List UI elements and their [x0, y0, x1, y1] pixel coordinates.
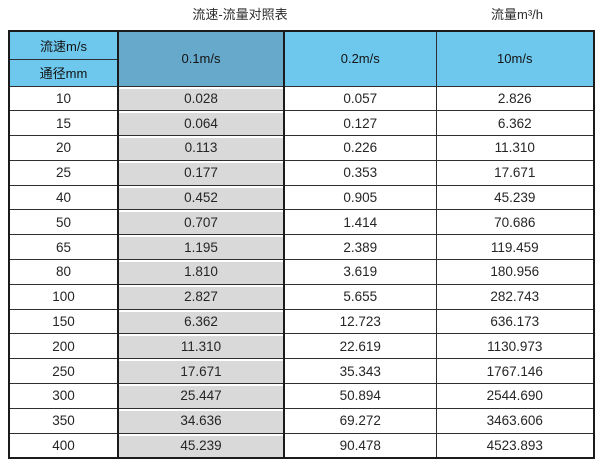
diameter-cell: 400 [8, 432, 119, 459]
column-header-0-1ms: 0.1m/s [117, 30, 285, 87]
flow-cell: 3463.606 [435, 407, 595, 434]
flow-cell: 1767.146 [435, 358, 595, 385]
table-row: 300 25.447 50.894 2544.690 [8, 383, 595, 409]
flow-cell: 11.310 [435, 135, 595, 161]
flow-cell: 2.826 [435, 85, 595, 112]
flow-cell: 34.636 [117, 407, 285, 434]
table-row: 15 0.064 0.127 6.362 [8, 110, 595, 137]
flow-cell: 2.827 [117, 283, 285, 310]
flow-cell: 50.894 [283, 383, 437, 409]
flow-cell: 35.343 [283, 358, 437, 385]
flow-unit-label: 流量m³/h [490, 7, 543, 22]
flow-cell: 119.459 [435, 234, 595, 261]
diameter-cell: 350 [8, 407, 119, 434]
corner-velocity-label: 流速m/s [8, 30, 119, 60]
flow-cell: 1.414 [283, 209, 437, 236]
table-row: 250 17.671 35.343 1767.146 [8, 358, 595, 385]
diameter-cell: 15 [8, 110, 119, 137]
table-row: 20 0.113 0.226 11.310 [8, 135, 595, 161]
flow-cell: 0.177 [117, 159, 285, 186]
column-header-0-2ms: 0.2m/s [283, 30, 437, 87]
flow-cell: 0.127 [283, 110, 437, 137]
flow-cell: 3.619 [283, 259, 437, 285]
diameter-cell: 200 [8, 333, 119, 360]
flow-cell: 0.452 [117, 184, 285, 211]
flow-cell: 1.195 [117, 234, 285, 261]
flow-cell: 1.810 [117, 259, 285, 285]
flow-cell: 45.239 [117, 432, 285, 459]
diameter-cell: 40 [8, 184, 119, 211]
flow-cell: 0.226 [283, 135, 437, 161]
flow-cell: 22.619 [283, 333, 437, 360]
flow-cell: 636.173 [435, 308, 595, 335]
flow-cell: 90.478 [283, 432, 437, 459]
flow-table: 流速m/s 0.1m/s 0.2m/s 10m/s 通径mm 10 0.028 … [8, 30, 595, 459]
flow-cell: 69.272 [283, 407, 437, 434]
flow-cell: 0.353 [283, 159, 437, 186]
diameter-cell: 250 [8, 358, 119, 385]
table-row: 200 11.310 22.619 1130.973 [8, 333, 595, 360]
flow-cell: 25.447 [117, 383, 285, 409]
diameter-cell: 300 [8, 383, 119, 409]
flow-cell: 282.743 [435, 283, 595, 310]
table-row: 350 34.636 69.272 3463.606 [8, 407, 595, 434]
flow-cell: 180.956 [435, 259, 595, 285]
table-row: 65 1.195 2.389 119.459 [8, 234, 595, 261]
flow-cell: 5.655 [283, 283, 437, 310]
flow-cell: 12.723 [283, 308, 437, 335]
table-row: 40 0.452 0.905 45.239 [8, 184, 595, 211]
column-header-10ms: 10m/s [435, 30, 595, 87]
flow-cell: 17.671 [117, 358, 285, 385]
diameter-cell: 10 [8, 85, 119, 112]
flow-cell: 2.389 [283, 234, 437, 261]
diameter-cell: 65 [8, 234, 119, 261]
flow-cell: 0.028 [117, 85, 285, 112]
table-row: 10 0.028 0.057 2.826 [8, 85, 595, 112]
flow-cell: 6.362 [117, 308, 285, 335]
flow-cell: 2544.690 [435, 383, 595, 409]
flow-cell: 4523.893 [435, 432, 595, 459]
flow-cell: 45.239 [435, 184, 595, 211]
table-row: 25 0.177 0.353 17.671 [8, 159, 595, 186]
flow-cell: 11.310 [117, 333, 285, 360]
table-row: 80 1.810 3.619 180.956 [8, 259, 595, 285]
table-row: 100 2.827 5.655 282.743 [8, 283, 595, 310]
diameter-cell: 80 [8, 259, 119, 285]
flow-cell: 0.707 [117, 209, 285, 236]
diameter-cell: 100 [8, 283, 119, 310]
table-row: 150 6.362 12.723 636.173 [8, 308, 595, 335]
flow-cell: 70.686 [435, 209, 595, 236]
diameter-cell: 25 [8, 159, 119, 186]
diameter-cell: 50 [8, 209, 119, 236]
corner-diameter-label: 通径mm [8, 58, 119, 87]
flow-cell: 0.905 [283, 184, 437, 211]
flow-cell: 1130.973 [435, 333, 595, 360]
flow-cell: 0.064 [117, 110, 285, 137]
flow-cell: 6.362 [435, 110, 595, 137]
flow-cell: 0.057 [283, 85, 437, 112]
flow-cell: 0.113 [117, 135, 285, 161]
table-row: 400 45.239 90.478 4523.893 [8, 432, 595, 459]
flow-cell: 17.671 [435, 159, 595, 186]
table-title: 流速-流量对照表 [192, 7, 288, 22]
diameter-cell: 150 [8, 308, 119, 335]
diameter-cell: 20 [8, 135, 119, 161]
table-row: 50 0.707 1.414 70.686 [8, 209, 595, 236]
